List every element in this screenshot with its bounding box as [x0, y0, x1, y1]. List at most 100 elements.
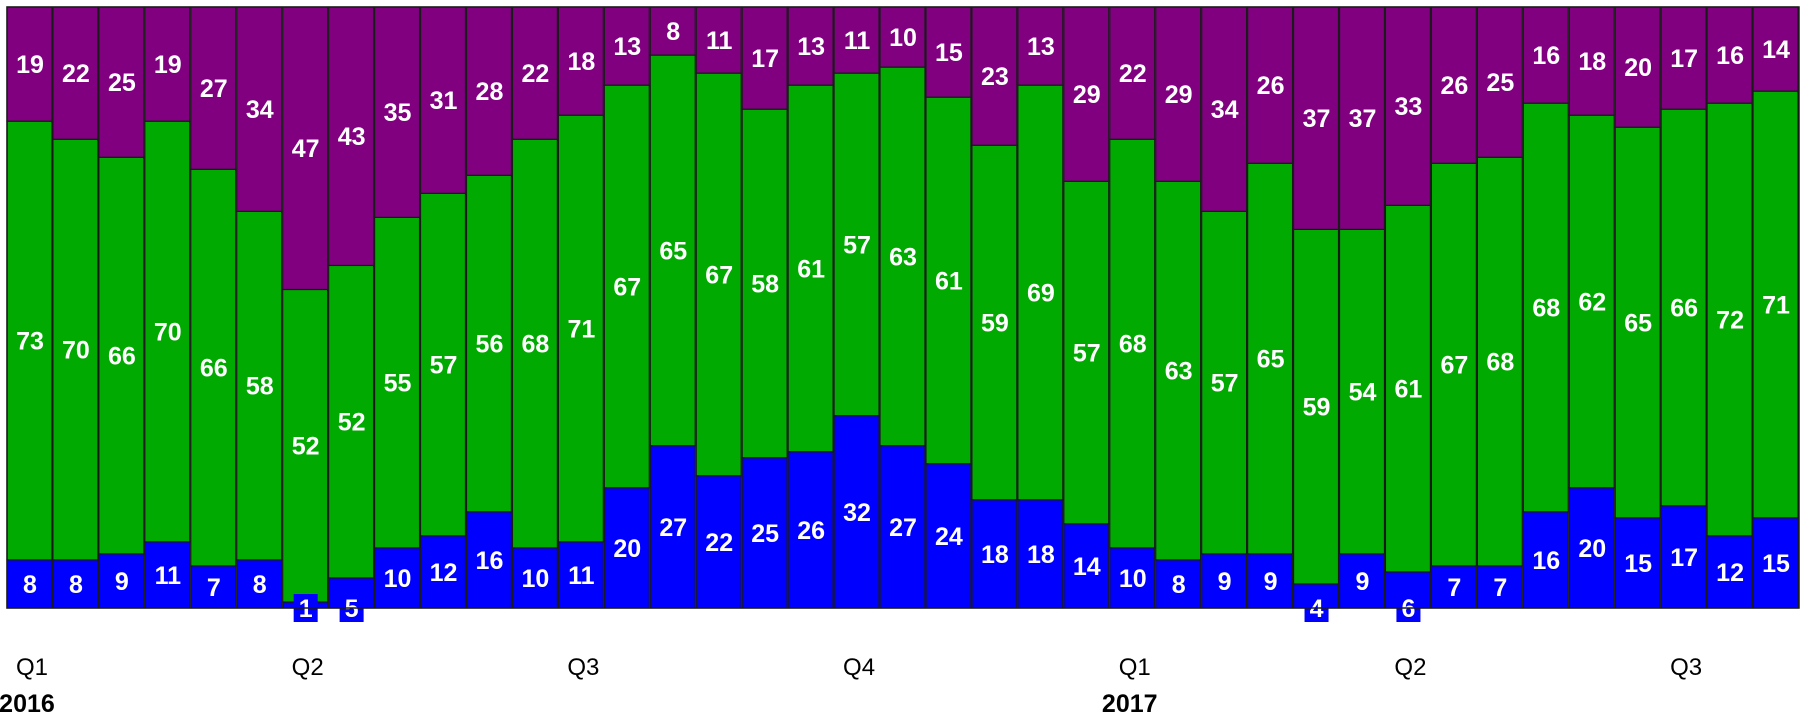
data-labels-layer: 8731987022966251170197662785834152475524… — [16, 18, 1790, 623]
bar-segment-green-23 — [1017, 84, 1064, 501]
data-label-blue-15: 27 — [659, 514, 687, 542]
data-label-green-25: 68 — [1119, 331, 1147, 359]
data-label-blue-26: 8 — [1172, 571, 1186, 599]
data-label-purple-7: 47 — [292, 135, 320, 163]
data-label-blue-37: 17 — [1670, 544, 1698, 572]
bar-segment-purple-17 — [741, 6, 788, 110]
bar-segment-purple-22 — [971, 6, 1018, 146]
data-label-blue-12: 10 — [522, 565, 550, 593]
bar-segment-purple-9 — [373, 6, 421, 218]
plot-border — [6, 6, 1800, 609]
bar-segment-purple-39 — [1752, 6, 1799, 92]
data-label-purple-10: 31 — [430, 87, 458, 115]
bar-segment-purple-25 — [1109, 6, 1156, 140]
bar-segment-green-16 — [695, 72, 742, 477]
bar-segment-green-14 — [603, 84, 650, 489]
bar-segment-green-3 — [98, 156, 145, 555]
data-label-green-27: 57 — [1211, 370, 1239, 398]
data-label-blue-24: 14 — [1073, 553, 1101, 581]
bar-segment-purple-8 — [328, 6, 375, 267]
bar-segment-blue-19 — [833, 415, 880, 609]
data-label-blue-19: 32 — [843, 499, 871, 527]
data-label-purple-9: 35 — [384, 99, 412, 127]
bar-segment-purple-12 — [511, 6, 558, 140]
bar-segment-blue-26 — [1155, 559, 1202, 609]
data-label-green-8: 52 — [338, 409, 366, 437]
bar-segment-blue-38 — [1706, 535, 1753, 609]
data-label-purple-19: 11 — [844, 27, 871, 55]
bar-segment-blue-33 — [1476, 565, 1523, 609]
bar-segment-green-19 — [833, 72, 880, 417]
bar-segment-blue-27 — [1201, 553, 1248, 609]
data-label-blue-25: 10 — [1119, 565, 1147, 593]
data-label-blue-8: 5 — [345, 595, 359, 623]
data-label-purple-3: 25 — [108, 69, 136, 97]
data-label-purple-37: 17 — [1670, 45, 1698, 73]
data-label-blue-2: 8 — [69, 571, 83, 599]
bar-segment-blue-22 — [971, 499, 1018, 609]
x-year-label-2016: 2016 — [0, 690, 55, 714]
data-label-blue-14: 20 — [613, 535, 641, 563]
data-label-purple-15: 8 — [666, 18, 680, 46]
x-tick-label-q2: Q2 — [292, 654, 324, 681]
data-label-purple-5: 27 — [200, 75, 228, 103]
bar-segment-blue-2 — [52, 559, 99, 609]
data-label-blue-17: 25 — [751, 520, 779, 548]
bar-segment-blue-14 — [603, 487, 650, 609]
data-label-green-18: 61 — [797, 255, 825, 283]
bar-segment-blue-39 — [1752, 517, 1799, 609]
data-label-blue-29: 4 — [1310, 595, 1324, 623]
data-label-green-2: 70 — [62, 337, 90, 365]
data-label-blue-36: 15 — [1624, 550, 1652, 578]
data-label-blue-38: 12 — [1716, 559, 1744, 587]
bar-segment-purple-19 — [833, 6, 880, 74]
data-label-purple-24: 29 — [1073, 81, 1101, 109]
bar-segment-purple-13 — [557, 6, 604, 116]
data-label-green-5: 66 — [200, 355, 228, 383]
bar-segment-blue-4 — [144, 541, 191, 609]
data-label-green-22: 59 — [981, 310, 1009, 338]
data-label-green-38: 72 — [1716, 307, 1744, 335]
bar-segment-purple-23 — [1017, 6, 1064, 86]
bar-segment-blue-36 — [1614, 517, 1661, 609]
data-label-green-16: 67 — [705, 261, 733, 289]
data-label-green-35: 62 — [1578, 288, 1606, 316]
x-tick-label-q1: Q1 — [1119, 654, 1151, 681]
data-label-green-11: 56 — [476, 331, 504, 359]
bar-segment-purple-10 — [419, 6, 467, 194]
bar-segment-blue-9 — [373, 547, 421, 609]
data-label-purple-11: 28 — [476, 78, 504, 106]
bar-segment-purple-6 — [236, 6, 283, 212]
bar-segment-purple-29 — [1292, 6, 1340, 230]
data-label-green-39: 71 — [1762, 292, 1790, 320]
bar-segment-blue-15 — [649, 445, 696, 609]
data-label-blue-16: 22 — [705, 529, 733, 557]
bar-segment-purple-11 — [465, 6, 513, 176]
data-label-green-20: 63 — [889, 243, 917, 271]
bar-segment-blue-12 — [511, 547, 558, 609]
bar-segment-green-4 — [144, 120, 191, 543]
data-label-blue-13: 11 — [568, 562, 595, 590]
data-label-purple-34: 16 — [1532, 42, 1560, 70]
bar-segment-purple-24 — [1063, 6, 1110, 182]
bar-segment-purple-37 — [1660, 6, 1707, 110]
data-label-green-29: 59 — [1303, 394, 1331, 422]
x-tick-label-q3: Q3 — [567, 654, 599, 681]
data-label-purple-31: 33 — [1395, 93, 1423, 121]
bar-segment-purple-33 — [1476, 6, 1523, 158]
bar-segment-purple-36 — [1614, 6, 1661, 128]
bar-segment-green-11 — [465, 174, 513, 513]
data-label-blue-31: 6 — [1401, 595, 1415, 623]
data-label-purple-35: 18 — [1578, 48, 1606, 76]
bar-segment-green-33 — [1476, 156, 1523, 567]
x-tick-label-q4: Q4 — [843, 654, 875, 681]
data-label-purple-33: 25 — [1486, 69, 1514, 97]
data-label-purple-14: 13 — [613, 33, 641, 61]
bar-segment-purple-15 — [649, 6, 696, 56]
bar-segment-purple-2 — [52, 6, 99, 140]
bar-segment-purple-20 — [879, 6, 926, 68]
data-label-blue-9: 10 — [384, 565, 412, 593]
data-label-purple-30: 37 — [1349, 105, 1377, 133]
